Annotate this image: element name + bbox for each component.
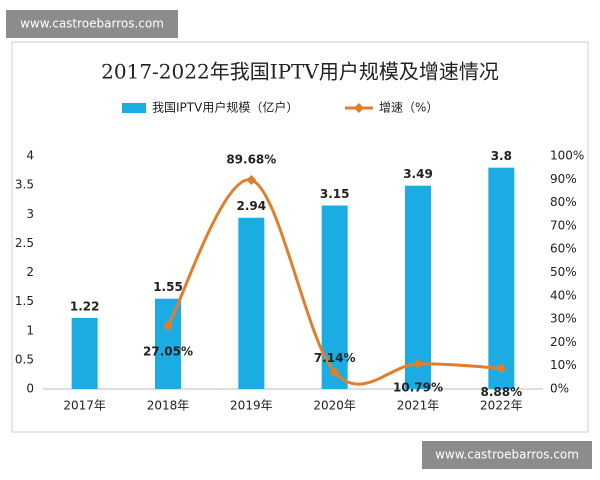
line-value-label: 8.88% [481,385,523,399]
y2-tick-label: 10% [550,358,577,372]
chart-title: 2017-2022年我国IPTV用户规模及增速情况 [101,60,499,84]
y2-tick-label: 100% [550,149,584,163]
bar [155,298,181,389]
y-tick-label: 2 [26,265,34,279]
line-value-label: 10.79% [393,380,443,394]
line-marker [329,367,340,378]
line-marker [413,358,423,369]
y2-tick-label: 40% [550,288,577,302]
line [166,178,502,386]
line-marker [496,363,507,374]
x-tick-label: 2019年 [230,399,273,413]
x-tick-label: 2018年 [147,399,190,413]
y2-tick-label: 20% [550,335,577,349]
x-tick-label: 2017年 [63,399,106,413]
bar [405,185,431,389]
y-tick-label: 1 [26,323,34,337]
y-tick-label: 0.5 [15,352,34,366]
watermark: www.castroebarros.com [435,448,579,462]
bar-value-label: 1.22 [70,299,100,313]
bar [238,217,265,389]
y2-tick-label: 60% [550,242,577,256]
y2-tick-label: 70% [550,218,577,232]
line-marker [246,175,257,186]
bar-value-label: 3.8 [491,149,512,163]
y-tick-label: 4 [26,149,34,163]
line-value-label: 7.14% [314,351,356,365]
legend-swatch [122,103,146,113]
x-tick-label: 2020年 [313,399,356,413]
y2-tick-label: 0% [550,382,569,396]
bar-value-label: 1.55 [153,280,183,294]
bar-value-label: 3.49 [403,167,433,181]
y-tick-label: 2.5 [15,236,34,250]
y2-tick-label: 50% [550,265,577,279]
x-tick-label: 2021年 [397,399,440,413]
line-value-label: 27.05% [143,344,193,358]
bar [71,317,98,389]
bar-value-label: 3.15 [320,187,350,201]
line-value-label: 89.68% [226,153,276,167]
y-tick-label: 3.5 [15,178,34,192]
y-tick-label: 1.5 [15,294,34,308]
y2-tick-label: 80% [550,195,577,209]
x-tick-label: 2022年 [480,399,523,413]
line-marker [163,320,173,331]
watermark-box [422,441,592,469]
legend-marker [354,103,364,113]
bar [488,167,515,389]
watermark: www.castroebarros.com [20,17,164,31]
y2-tick-label: 30% [550,312,577,326]
legend-label: 增速（%） [379,101,438,115]
legend-label: 我国IPTV用户规模（亿户） [152,100,298,115]
bar-value-label: 2.94 [237,199,267,213]
watermark-box [6,10,178,38]
y-tick-label: 0 [26,382,34,396]
y2-tick-label: 90% [550,172,577,186]
y-tick-label: 3 [26,207,34,221]
